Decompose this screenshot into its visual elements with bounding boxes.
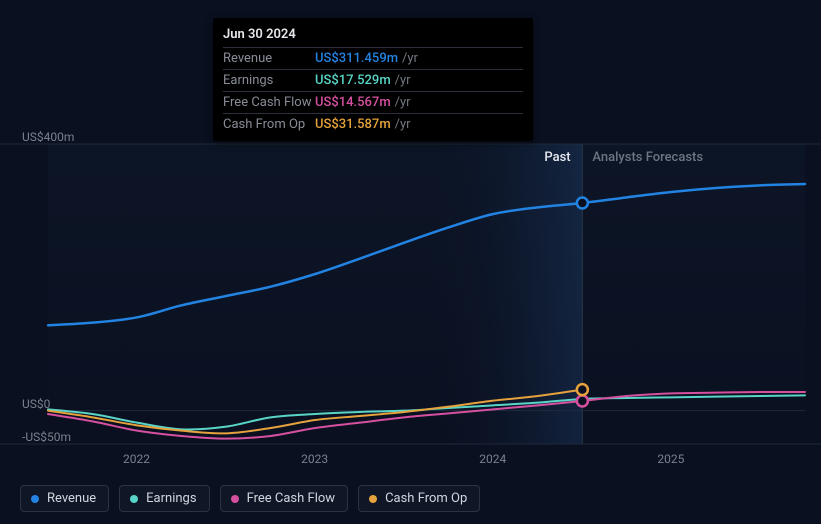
legend-item-cfo[interactable]: Cash From Op (358, 485, 480, 512)
chart-legend: Revenue Earnings Free Cash Flow Cash From O… (20, 485, 480, 512)
tooltip-row-unit: /yr (395, 95, 411, 110)
tooltip-row: Free Cash FlowUS$14.567m/yr (223, 92, 523, 114)
chart-tooltip: Jun 30 2024 RevenueUS$311.459m/yrEarning… (213, 18, 533, 141)
tooltip-row: Cash From OpUS$31.587m/yr (223, 114, 523, 135)
legend-item-fcf[interactable]: Free Cash Flow (220, 485, 348, 512)
tooltip-row-value: US$311.459m (315, 51, 398, 66)
tooltip-row-label: Earnings (223, 73, 315, 88)
tooltip-row-value: US$14.567m (315, 95, 391, 110)
tooltip-row-value: US$17.529m (315, 73, 391, 88)
x-axis-label: 2023 (301, 452, 328, 466)
earnings-revenue-chart: Jun 30 2024 RevenueUS$311.459m/yrEarning… (0, 0, 821, 524)
legend-item-earnings[interactable]: Earnings (119, 485, 209, 512)
tooltip-row-value: US$31.587m (315, 117, 391, 132)
legend-dot-icon (369, 495, 377, 503)
tooltip-row-label: Free Cash Flow (223, 95, 315, 110)
legend-item-label: Cash From Op (385, 491, 467, 506)
legend-item-revenue[interactable]: Revenue (20, 485, 109, 512)
legend-item-label: Earnings (146, 491, 196, 506)
legend-dot-icon (130, 495, 138, 503)
legend-dot-icon (231, 495, 239, 503)
y-axis-label: US$400m (22, 130, 74, 144)
tooltip-row-unit: /yr (395, 73, 411, 88)
y-axis-label: US$0 (22, 397, 50, 411)
y-axis-label: -US$50m (22, 430, 71, 444)
tooltip-row-label: Revenue (223, 51, 315, 66)
legend-dot-icon (31, 495, 39, 503)
tooltip-row: EarningsUS$17.529m/yr (223, 70, 523, 92)
tooltip-date: Jun 30 2024 (223, 24, 523, 48)
legend-item-label: Revenue (47, 491, 96, 506)
region-label-past: Past (544, 150, 570, 165)
tooltip-row: RevenueUS$311.459m/yr (223, 48, 523, 70)
x-axis-label: 2022 (123, 452, 150, 466)
x-axis-label: 2024 (479, 452, 506, 466)
x-axis-label: 2025 (657, 452, 684, 466)
tooltip-row-unit: /yr (402, 51, 418, 66)
region-label-forecast: Analysts Forecasts (592, 150, 703, 165)
tooltip-row-label: Cash From Op (223, 117, 315, 132)
tooltip-row-unit: /yr (395, 117, 411, 132)
legend-item-label: Free Cash Flow (247, 491, 335, 506)
